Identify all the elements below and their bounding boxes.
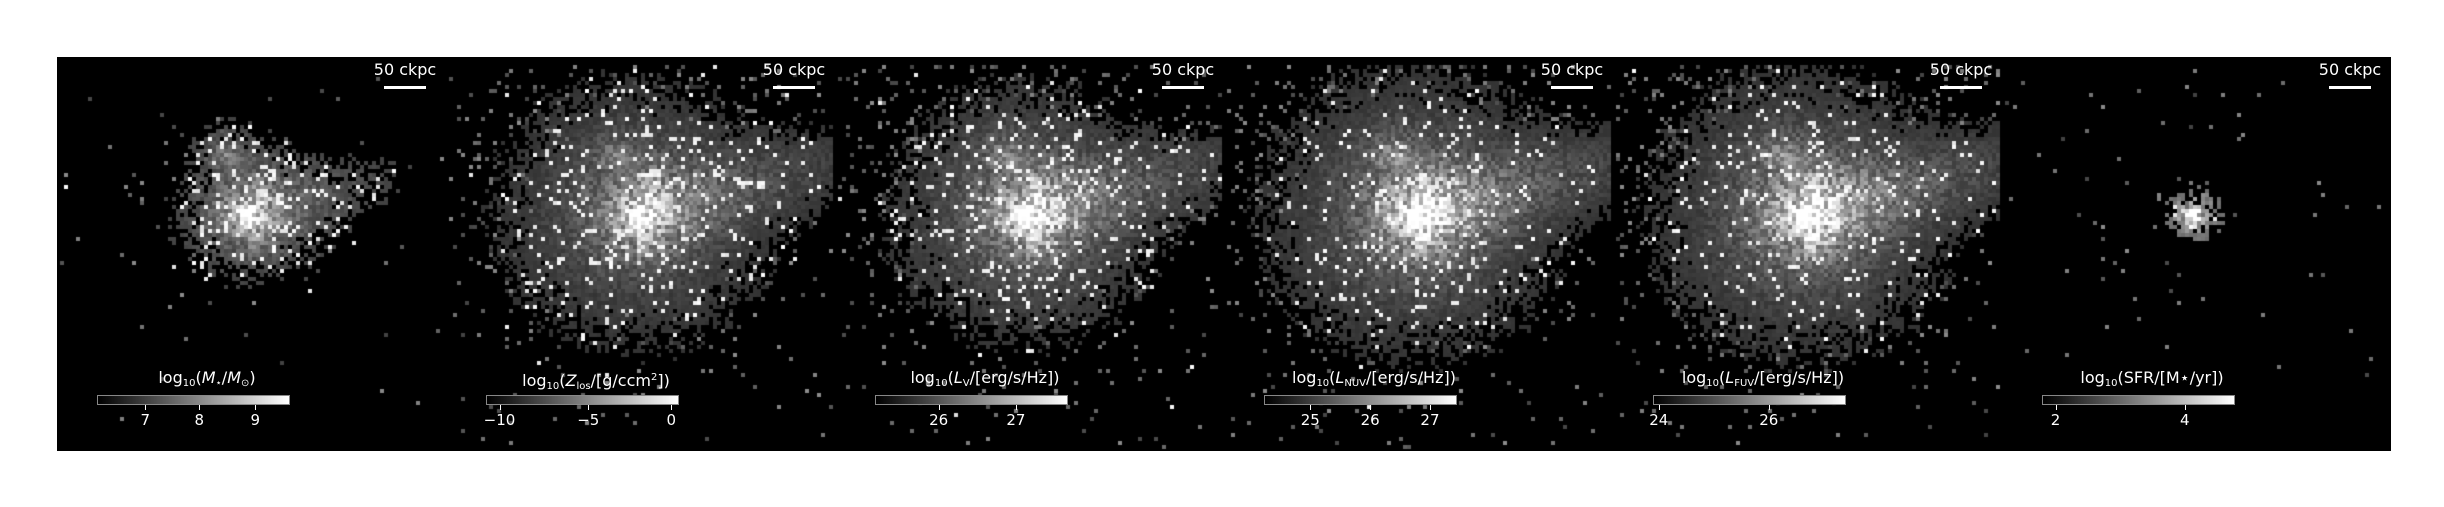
colorbar bbox=[97, 395, 290, 405]
panel-star-formation-rate: 50 ckpc log10(SFR/[M⋆/yr]) 2 4 bbox=[2002, 57, 2391, 451]
panel-v-band-luminosity: 50 ckpc log10(LV/[erg/s/Hz]) 26 27 bbox=[835, 57, 1224, 451]
panel-fuv-luminosity: 50 ckpc log10(LFUV/[erg/s/Hz]) 24 26 bbox=[1613, 57, 2002, 451]
colorbar-tick bbox=[588, 405, 590, 410]
scalebar-label: 50 ckpc bbox=[2318, 60, 2382, 79]
scalebar-line bbox=[2329, 86, 2371, 89]
colorbar-tick bbox=[1768, 405, 1770, 410]
colorbar-tick-label: 26 bbox=[1360, 411, 1380, 429]
colorbar-title: log10(LNUV/[erg/s/Hz]) bbox=[1292, 368, 1456, 390]
colorbar-tick-label: 25 bbox=[1300, 411, 1320, 429]
image-strip: 50 ckpc log10(M⋆/M⊙) 7 8 9 50 ckpc log10(Zlos/… bbox=[57, 57, 2391, 451]
colorbar-tick bbox=[1429, 405, 1431, 410]
colorbar-tick bbox=[1310, 405, 1312, 410]
colorbar-tick-label: 27 bbox=[1006, 411, 1026, 429]
colorbar bbox=[2042, 395, 2235, 405]
scalebar-line bbox=[1551, 86, 1593, 89]
galaxy-map-v-band-luminosity bbox=[835, 57, 1224, 451]
scalebar-line bbox=[384, 86, 426, 89]
colorbar-title: log10(Zlos/[g/ccm2]) bbox=[522, 371, 670, 393]
colorbar-tick-label: 9 bbox=[250, 411, 261, 429]
colorbar bbox=[1264, 395, 1457, 405]
colorbar-title: log10(LV/[erg/s/Hz]) bbox=[910, 368, 1060, 390]
colorbar-tick bbox=[938, 405, 940, 410]
colorbar-tick-label: −10 bbox=[483, 411, 516, 429]
colorbar-tick bbox=[2055, 405, 2057, 410]
colorbar-tick bbox=[2184, 405, 2186, 410]
colorbar bbox=[486, 395, 679, 405]
colorbar-tick-label: 2 bbox=[2050, 411, 2061, 429]
colorbar-tick bbox=[255, 405, 257, 410]
scalebar-label: 50 ckpc bbox=[1540, 60, 1604, 79]
colorbar bbox=[875, 395, 1068, 405]
scalebar-label: 50 ckpc bbox=[373, 60, 437, 79]
colorbar-tick-label: 7 bbox=[140, 411, 151, 429]
colorbar-tick-label: 24 bbox=[1649, 411, 1669, 429]
colorbar-tick-label: 26 bbox=[929, 411, 949, 429]
galaxy-map-stellar-mass bbox=[57, 57, 446, 451]
colorbar-tick bbox=[1370, 405, 1372, 410]
galaxy-map-metallicity bbox=[446, 57, 835, 451]
colorbar-tick-label: 27 bbox=[1420, 411, 1440, 429]
panel-nuv-luminosity: 50 ckpc log10(LNUV/[erg/s/Hz]) 25 26 27 bbox=[1224, 57, 1613, 451]
scalebar-line bbox=[1162, 86, 1204, 89]
galaxy-map-star-formation-rate bbox=[2002, 57, 2391, 451]
scalebar-label: 50 ckpc bbox=[762, 60, 826, 79]
scalebar-line bbox=[1940, 86, 1982, 89]
galaxy-map-fuv-luminosity bbox=[1613, 57, 2002, 451]
colorbar-tick bbox=[199, 405, 201, 410]
colorbar-tick bbox=[1015, 405, 1017, 410]
scalebar-line bbox=[773, 86, 815, 89]
colorbar-tick bbox=[145, 405, 147, 410]
colorbar-tick-label: 8 bbox=[194, 411, 205, 429]
colorbar-tick bbox=[1658, 405, 1660, 410]
colorbar bbox=[1653, 395, 1846, 405]
colorbar-title: log10(M⋆/M⊙) bbox=[158, 368, 256, 390]
colorbar-tick bbox=[671, 405, 673, 410]
colorbar-tick bbox=[499, 405, 501, 410]
colorbar-tick-label: 0 bbox=[666, 411, 677, 429]
panel-stellar-mass: 50 ckpc log10(M⋆/M⊙) 7 8 9 bbox=[57, 57, 446, 451]
colorbar-tick-label: 26 bbox=[1759, 411, 1779, 429]
galaxy-map-nuv-luminosity bbox=[1224, 57, 1613, 451]
colorbar-title: log10(SFR/[M⋆/yr]) bbox=[2080, 368, 2224, 390]
colorbar-title: log10(LFUV/[erg/s/Hz]) bbox=[1681, 368, 1845, 390]
scalebar-label: 50 ckpc bbox=[1929, 60, 1993, 79]
colorbar-tick-label: −5 bbox=[577, 411, 600, 429]
panel-metallicity: 50 ckpc log10(Zlos/[g/ccm2]) −10 −5 0 bbox=[446, 57, 835, 451]
colorbar-tick-label: 4 bbox=[2180, 411, 2190, 429]
scalebar-label: 50 ckpc bbox=[1151, 60, 1215, 79]
